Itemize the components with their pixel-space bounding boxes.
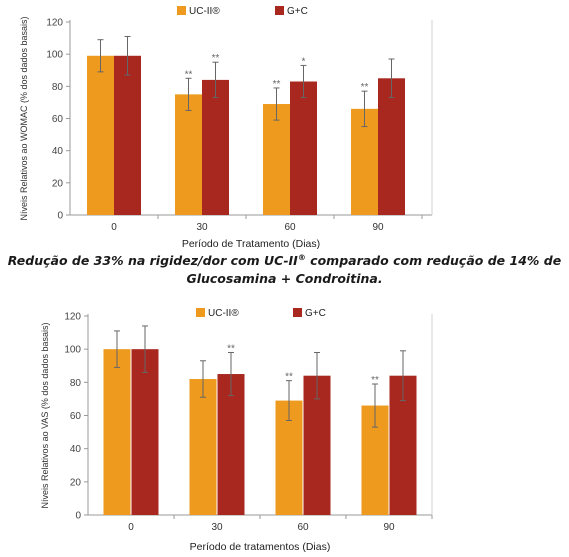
bar-uc-ii — [189, 379, 217, 515]
y-tick-label: 0 — [75, 511, 81, 522]
x-tick-label: 30 — [196, 222, 208, 233]
chart-caption: Redução de 33% na rigidez/dor com UC-II®… — [0, 249, 569, 288]
legend-label-g-c: G+C — [287, 6, 308, 17]
y-tick-label: 120 — [46, 18, 63, 29]
significance-marker: ** — [212, 53, 220, 64]
y-tick-label: 120 — [64, 312, 81, 323]
caption-line1: Redução de 33% na rigidez/dor com UC-II®… — [7, 253, 562, 269]
y-tick-label: 40 — [52, 146, 64, 157]
bar-uc-ii — [263, 104, 290, 215]
legend-swatch-g-c — [275, 6, 284, 15]
y-tick-label: 60 — [52, 114, 64, 125]
significance-marker: ** — [285, 372, 293, 383]
y-tick-label: 60 — [70, 411, 82, 422]
legend-swatch-uc-ii — [196, 308, 205, 317]
x-axis-label: Período de tratamentos (Dias) — [190, 541, 331, 553]
bar-uc-ii — [175, 94, 202, 215]
significance-marker: * — [302, 56, 306, 67]
y-tick-label: 100 — [46, 50, 63, 61]
y-tick-label: 20 — [70, 477, 82, 488]
significance-marker: ** — [273, 79, 281, 90]
x-axis-label: Período de Tratamento (Dias) — [182, 238, 320, 250]
x-tick-label: 90 — [383, 522, 395, 533]
significance-marker: ** — [371, 375, 379, 386]
bar-g-c — [217, 374, 245, 515]
y-axis-label: Níveis Relativos ao WOMAC (% dos dados b… — [19, 16, 29, 220]
bar-g-c — [202, 79, 229, 216]
y-tick-label: 80 — [70, 378, 82, 389]
legend-swatch-uc-ii — [177, 6, 186, 15]
bar-g-c — [131, 349, 159, 515]
bar-uc-ii — [87, 55, 114, 216]
y-tick-label: 20 — [52, 178, 64, 189]
x-tick-label: 0 — [111, 222, 117, 233]
x-tick-label: 30 — [211, 522, 223, 533]
bar-g-c — [378, 78, 405, 216]
x-tick-label: 60 — [297, 522, 309, 533]
y-tick-label: 40 — [70, 444, 82, 455]
y-tick-label: 0 — [57, 211, 63, 222]
legend-label-uc-ii: UC-II® — [189, 6, 220, 17]
x-tick-label: 60 — [284, 222, 296, 233]
legend-swatch-g-c — [293, 308, 302, 317]
significance-marker: ** — [185, 69, 193, 80]
y-axis-label: Níveis Relativos ao VAS (% dos dados bas… — [40, 323, 50, 509]
legend-label-uc-ii: UC-II® — [208, 308, 239, 319]
legend-label-g-c: G+C — [305, 308, 326, 319]
bar-g-c — [290, 81, 317, 215]
womac-chart: 0 20 40 60 80 100 120 Níveis Relativos ao WOMAC… — [19, 6, 433, 250]
significance-marker: ** — [361, 82, 369, 93]
y-tick-label: 80 — [52, 82, 64, 93]
vas-chart: 0 20 40 60 80 100 120 Níveis Relativos ao VAS (… — [40, 308, 433, 553]
x-tick-label: 90 — [372, 222, 384, 233]
y-tick-label: 100 — [64, 345, 81, 356]
significance-marker: ** — [227, 343, 235, 354]
bar-g-c — [114, 55, 141, 216]
x-tick-label: 0 — [128, 522, 134, 533]
caption-line2: Glucosamina + Condroitina. — [186, 271, 383, 287]
bar-uc-ii — [103, 349, 131, 515]
